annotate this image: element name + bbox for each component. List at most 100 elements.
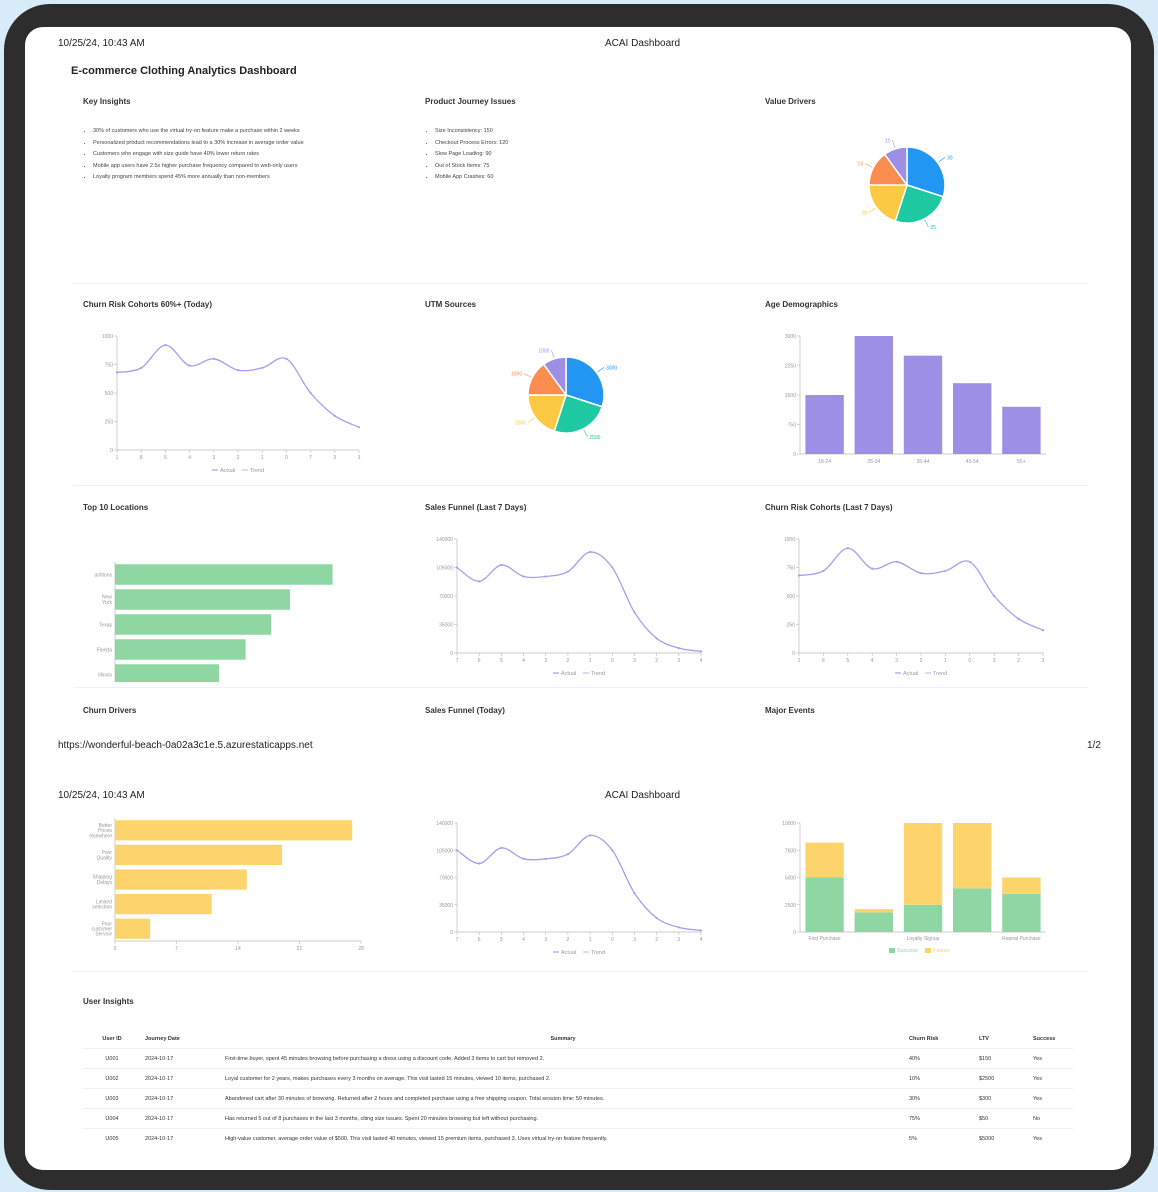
- data-point: [140, 366, 143, 370]
- pie-slice: [527, 394, 568, 433]
- legend-label-trend: Trend: [591, 671, 605, 677]
- cell-churn-risk: 75%: [905, 1108, 975, 1129]
- cell-churn-risk: 5%: [905, 1128, 975, 1148]
- bar: [115, 869, 247, 890]
- print-timestamp: 10/25/24, 10:43 AM: [58, 38, 145, 49]
- data-point: [1017, 617, 1020, 620]
- bar: [115, 894, 212, 915]
- cell-success: Yes: [1029, 1128, 1073, 1148]
- y-tick-label: 2500: [785, 903, 796, 909]
- user-insights-table: User ID Journey Date Summary Churn Risk …: [83, 1030, 1073, 1148]
- slice-leader-line: [938, 157, 946, 163]
- x-tick-label: 45-54: [966, 459, 979, 465]
- pie-slice: [542, 356, 567, 398]
- x-tick-label: 0: [611, 937, 614, 943]
- data-point: [522, 575, 525, 578]
- x-tick-label: 2: [920, 658, 923, 664]
- data-point: [797, 574, 801, 577]
- data-point: [677, 926, 680, 929]
- x-tick-label: 0: [285, 455, 288, 461]
- data-point: [115, 371, 119, 374]
- y-tick-label: 500: [787, 594, 796, 600]
- churn-drivers-hbar-chart: 0 7 14 21 28 Better Prices elsewhere Poor Quality…: [89, 818, 364, 952]
- x-tick-label: Loyalty Signup: [907, 936, 940, 942]
- x-tick-label: 3: [358, 455, 361, 461]
- x-tick-label: 3: [677, 658, 680, 664]
- slice-value-label: 2000: [515, 421, 526, 427]
- bar: [115, 589, 291, 610]
- data-point: [455, 566, 459, 569]
- utm-pie-chart: 30002500200015001000GoogleFacebookInstag…: [511, 348, 617, 441]
- bar: [854, 336, 893, 454]
- journey-issues-list: Size Inconsistency: 150Checkout Process …: [425, 126, 735, 184]
- pie-slice: [883, 146, 908, 188]
- x-tick-label: 3: [677, 937, 680, 943]
- cell-success: Yes: [1029, 1068, 1073, 1089]
- print-doc-title: ACAI Dashboard: [605, 38, 681, 49]
- data-point: [944, 569, 947, 573]
- cell-churn-risk: 30%: [905, 1088, 975, 1109]
- x-tick-label: 7: [175, 946, 178, 952]
- major-events-stacked-bar-chart: 0 2500 5000 7500 10000 First Purchase Loyalty …: [782, 821, 1046, 954]
- data-point: [822, 569, 825, 573]
- stacked-bar-segment: [805, 877, 844, 932]
- data-point: [333, 414, 336, 417]
- cell-success: Yes: [1029, 1088, 1073, 1109]
- y-tick-label: 140000: [436, 821, 453, 827]
- bar: [115, 564, 333, 585]
- x-tick-label: 28: [358, 946, 364, 952]
- data-point: [261, 366, 264, 370]
- print-page-number: 1/2: [1087, 740, 1101, 751]
- key-insight-item: Personalized product recommendations lea…: [93, 138, 413, 150]
- slice-leader-line: [551, 350, 555, 359]
- data-point: [164, 344, 167, 347]
- stacked-bar-segment: [805, 842, 844, 878]
- x-tick-label: 4: [522, 658, 525, 664]
- col-header-journey-date: Journey Date: [145, 1036, 180, 1042]
- slice-leader-line: [864, 163, 873, 168]
- key-insight-item: Loyalty program members spend 45% more a…: [93, 172, 413, 184]
- y-tick-label: 2250: [785, 364, 796, 370]
- cell-summary: High-value customer, average order value…: [221, 1128, 905, 1148]
- legend-label-actual: Actual: [903, 671, 918, 677]
- panel-title-funnel-7d: Sales Funnel (Last 7 Days): [425, 503, 527, 512]
- legend-label-trend: Trend: [933, 671, 947, 677]
- cell-success: Yes: [1029, 1048, 1073, 1069]
- y-tick-label: 1000: [102, 334, 113, 340]
- cell-success: No: [1029, 1108, 1073, 1129]
- x-tick-label: 2: [567, 937, 570, 943]
- legend-label-actual: Actual: [561, 950, 576, 956]
- data-point: [188, 364, 191, 367]
- panel-title-churn-drivers: Churn Drivers: [83, 706, 137, 715]
- stacked-bar-segment: [953, 823, 992, 889]
- cell-summary: Loyal customer for 2 years, makes purcha…: [221, 1068, 905, 1089]
- slice-leader-line: [892, 140, 896, 149]
- x-tick-label: 1: [589, 937, 592, 943]
- x-tick-label: 5: [500, 937, 503, 943]
- data-point: [633, 611, 636, 614]
- legend-label-actual: Actual: [220, 468, 235, 474]
- y-category-label: Better Prices elsewhere: [89, 823, 112, 839]
- y-category-label: Poor Quality: [96, 850, 112, 861]
- x-tick-label: 2: [567, 658, 570, 664]
- x-tick-label: 55+: [1017, 459, 1026, 465]
- cell-user-id: U001: [83, 1048, 141, 1069]
- data-point: [566, 570, 570, 573]
- x-tick-label: 6: [478, 937, 481, 943]
- y-category-label: Shipping Delays: [93, 875, 113, 886]
- x-tick-label: 35-44: [917, 459, 930, 465]
- stacked-bar-segment: [1002, 877, 1041, 894]
- legend-label-trend: Trend: [591, 950, 605, 956]
- x-tick-label: 2: [655, 937, 658, 943]
- panel-title-age: Age Demographics: [765, 300, 838, 309]
- cell-churn-risk: 10%: [905, 1068, 975, 1089]
- y-tick-label: 500: [105, 391, 114, 397]
- x-tick-label: 3: [895, 658, 898, 664]
- data-point: [655, 916, 658, 920]
- data-point: [895, 560, 898, 563]
- slice-value-label: 2500: [589, 435, 600, 441]
- slice-leader-line: [924, 219, 929, 228]
- x-tick-label: 1: [261, 455, 264, 461]
- panel-title-locations: Top 10 Locations: [83, 503, 149, 512]
- bar: [115, 844, 282, 865]
